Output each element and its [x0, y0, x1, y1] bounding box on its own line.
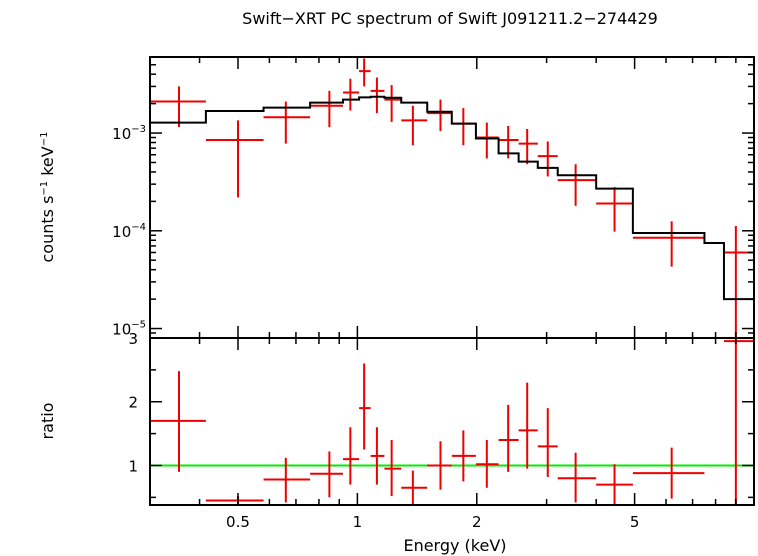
spectrum-point: [518, 129, 538, 165]
y-tick-label: 2: [128, 394, 138, 412]
spectrum-point: [401, 105, 428, 146]
ratio-point: [632, 447, 705, 499]
y-tick-label: 1: [128, 457, 138, 475]
ratio-point: [150, 371, 206, 472]
ratio-point: [384, 439, 402, 497]
ratio-point: [518, 382, 538, 469]
ratio-point: [205, 496, 264, 505]
spectrum-plot-frame: [149, 56, 755, 339]
spectrum-point: [310, 90, 344, 128]
y-tick-label: 10−4: [112, 222, 146, 241]
spectrum-point: [475, 122, 499, 159]
ratio-point: [343, 427, 360, 485]
x-tick-label: 1: [353, 513, 363, 531]
spectrum-y-ticks: 10−3 10−4 10−5: [112, 56, 754, 339]
ratio-point: [475, 439, 499, 488]
ratio-point: [370, 427, 385, 485]
ratio-point: [498, 404, 519, 472]
ratio-point: [263, 457, 311, 503]
x-tick-label: 5: [630, 513, 640, 531]
x-tick-label: 0.5: [226, 513, 250, 531]
ratio-plot-frame: [149, 337, 755, 506]
spectrum-point: [150, 86, 206, 128]
spectrum-point: [537, 141, 558, 177]
spectrum-model-curve: [150, 95, 754, 301]
ratio-point: [401, 470, 428, 505]
spectrum-point: [557, 164, 597, 206]
energy-x-ticks: 0.5 1 2 5: [149, 57, 755, 531]
x-tick-label: 2: [472, 513, 482, 531]
spectrum-point: [370, 77, 385, 114]
spectrum-point: [205, 120, 264, 198]
spectrum-point: [451, 108, 476, 146]
spectrum-point: [343, 78, 360, 111]
spectrum-point: [632, 221, 705, 267]
ratio-point: [557, 452, 597, 503]
ratio-point: [359, 363, 371, 450]
spectrum-y-axis-label: counts s−1 keV−1: [38, 132, 57, 263]
spectrum-point: [596, 187, 633, 232]
spectrum-point: [359, 58, 371, 87]
ratio-data-series: [150, 338, 754, 505]
x-axis-label: Energy (keV): [403, 536, 506, 555]
ratio-y-axis-label: ratio: [38, 403, 57, 440]
y-tick-label: 10−5: [112, 320, 146, 339]
ratio-point: [451, 430, 476, 482]
spectrum-point: [384, 85, 402, 122]
ratio-point: [596, 464, 633, 505]
chart-title: Swift−XRT PC spectrum of Swift J091211.2…: [242, 9, 658, 28]
ratio-point: [310, 451, 344, 498]
spectrum-point: [427, 99, 452, 131]
model-step-line: [150, 95, 754, 301]
spectrum-data-series: [150, 58, 754, 337]
ratio-point: [427, 441, 452, 490]
ratio-point: [537, 408, 558, 477]
y-tick-label: 3: [128, 330, 138, 348]
ratio-point: [723, 338, 754, 505]
y-tick-label: 10−3: [112, 124, 146, 143]
